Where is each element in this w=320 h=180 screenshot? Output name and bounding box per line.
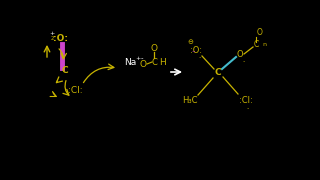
Text: +: +: [135, 55, 140, 60]
Text: H: H: [160, 57, 166, 66]
Text: O: O: [257, 28, 263, 37]
Text: C: C: [62, 66, 68, 75]
Text: C: C: [215, 68, 221, 76]
Text: O: O: [237, 50, 243, 59]
Text: C: C: [253, 39, 259, 48]
Text: O: O: [150, 44, 157, 53]
Text: ..: ..: [242, 57, 246, 62]
Text: H₃C: H₃C: [182, 96, 198, 105]
Text: ..: ..: [198, 53, 202, 59]
Text: ..: ..: [246, 105, 250, 109]
Text: :Cl:: :Cl:: [239, 96, 253, 105]
Text: :O:: :O:: [190, 46, 202, 55]
Text: O: O: [140, 60, 147, 69]
Text: :Cl:: :Cl:: [68, 86, 82, 94]
Text: +: +: [49, 30, 55, 35]
Text: -: -: [141, 55, 143, 61]
Text: 2: 2: [50, 35, 54, 40]
Text: :O:: :O:: [52, 33, 68, 42]
Text: C: C: [151, 57, 157, 66]
Text: ⊖: ⊖: [187, 39, 193, 45]
Text: Na: Na: [124, 57, 136, 66]
Text: ··: ··: [191, 49, 195, 55]
Text: n: n: [262, 42, 266, 46]
